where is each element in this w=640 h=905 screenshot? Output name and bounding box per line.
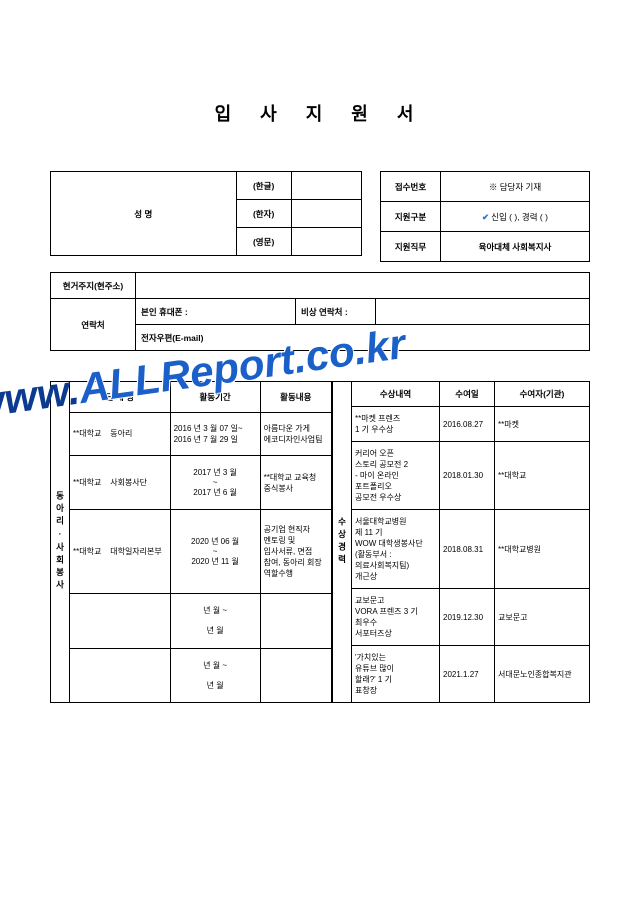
email-label: 전자우편(E-mail) xyxy=(136,325,590,351)
award-h2: 수여일 xyxy=(440,382,495,407)
contact-header: 연락처 xyxy=(51,299,136,351)
emergency-label: 비상 연락처 : xyxy=(296,299,376,325)
contact-block: 현거주지(현주소) 연락처 본인 휴대폰 : 비상 연락처 : 전자우편(E-m… xyxy=(50,272,590,351)
apply-job-value: 육아대체 사회복지사 xyxy=(441,232,590,262)
name-en-label: (영문) xyxy=(236,228,291,256)
award-table: 수상경력 수상내역 수여일 수여자(기관) **마켓 프렌즈 1 기 우수상 2… xyxy=(332,381,590,703)
activity-vheader: 동아리·사회봉사 xyxy=(51,382,70,703)
table-row: 교보문고 VORA 프렌즈 3 기 최우수 서포터즈상 2019.12.30 교… xyxy=(333,589,590,646)
apply-type-label: 지원구분 xyxy=(381,202,441,232)
name-en-value[interactable] xyxy=(291,228,361,256)
award-h1: 수상내역 xyxy=(352,382,440,407)
check-icon: ✔ xyxy=(482,212,489,222)
table-row: 커리어 오픈 스토리 공모전 2 - 마이 온라인 포트폴리오 공모전 우수상 … xyxy=(333,442,590,510)
award-vheader: 수상경력 xyxy=(333,382,352,703)
table-row: **마켓 프렌즈 1 기 우수상 2016.08.27 **마켓 xyxy=(333,407,590,442)
table-row: 서울대학교병원 제 11 기 WOW 대학생봉사단 (활동부서 : 의료사회복지… xyxy=(333,510,590,589)
name-block: 성 명 (한글) (한자) (영문) xyxy=(50,171,362,262)
table-row: **대학교 사회봉사단 2017 년 3 월 ~ 2017 년 6 월 **대학… xyxy=(51,456,332,510)
address-label: 현거주지(현주소) xyxy=(51,273,136,299)
name-kr-label: (한글) xyxy=(236,172,291,200)
activity-table: 동아리·사회봉사 단 체 명 활동기간 활동내용 **대학교 동아리 2016 … xyxy=(50,381,332,703)
table-row: 년 월 ~ 년 월 xyxy=(51,594,332,648)
name-cn-value[interactable] xyxy=(291,200,361,228)
bottom-section: 동아리·사회봉사 단 체 명 활동기간 활동내용 **대학교 동아리 2016 … xyxy=(50,381,590,703)
apply-type-value[interactable]: ✔신입 ( ), 경력 ( ) xyxy=(441,202,590,232)
receipt-value: ※ 담당자 기재 xyxy=(441,172,590,202)
name-header: 성 명 xyxy=(51,172,237,256)
name-kr-value[interactable] xyxy=(291,172,361,200)
activity-h1: 단 체 명 xyxy=(70,382,171,413)
apply-job-label: 지원직무 xyxy=(381,232,441,262)
phone-label: 본인 휴대폰 : xyxy=(136,299,296,325)
award-h3: 수여자(기관) xyxy=(495,382,590,407)
table-row: '가치있는 유튜브 많이 할래?' 1 기 표창장 2021.1.27 서대문노… xyxy=(333,646,590,703)
page-title: 입 사 지 원 서 xyxy=(50,100,590,126)
address-value[interactable] xyxy=(136,273,590,299)
name-cn-label: (한자) xyxy=(236,200,291,228)
emergency-value[interactable] xyxy=(376,299,590,325)
table-row: 년 월 ~ 년 월 xyxy=(51,648,332,702)
receipt-label: 접수번호 xyxy=(381,172,441,202)
top-section: 성 명 (한글) (한자) (영문) 접수번호 ※ 담당자 기재 xyxy=(50,171,590,262)
activity-h2: 활동기간 xyxy=(170,382,260,413)
apply-info-block: 접수번호 ※ 담당자 기재 지원구분 ✔신입 ( ), 경력 ( ) 지원직무 … xyxy=(380,171,590,262)
table-row: **대학교 동아리 2016 년 3 월 07 일~ 2016 년 7 월 29… xyxy=(51,412,332,455)
activity-h3: 활동내용 xyxy=(260,382,331,413)
table-row: **대학교 대학일자리본부 2020 년 06 월 ~ 2020 년 11 월 … xyxy=(51,510,332,594)
